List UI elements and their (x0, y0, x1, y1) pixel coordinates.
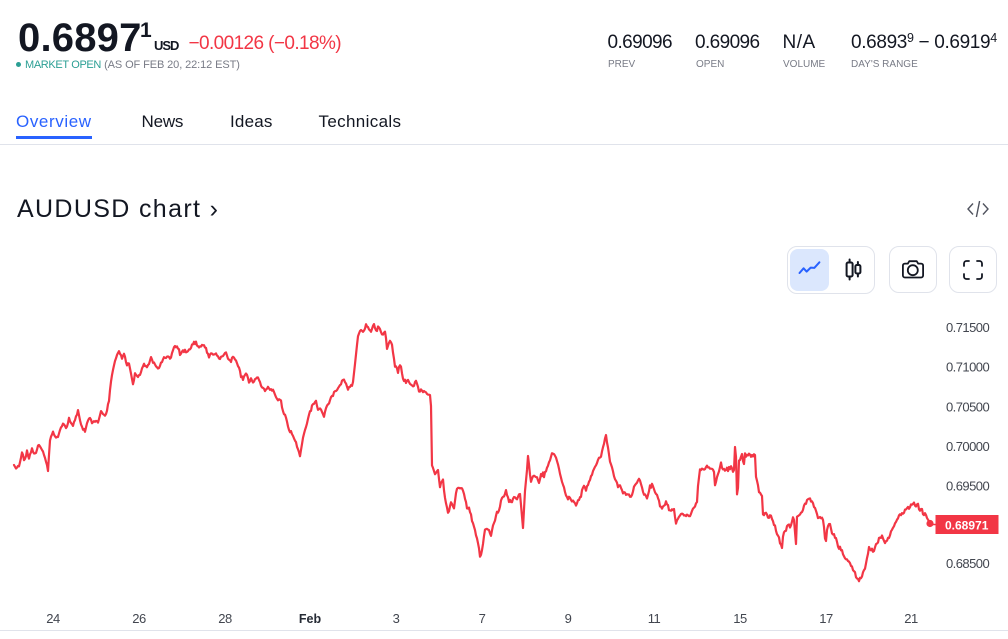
svg-text:0.70000: 0.70000 (946, 439, 989, 454)
svg-text:0.68500: 0.68500 (946, 556, 989, 571)
svg-text:3: 3 (393, 611, 400, 626)
svg-text:26: 26 (132, 611, 146, 626)
svg-text:0.71000: 0.71000 (946, 360, 989, 375)
svg-text:24: 24 (46, 611, 60, 626)
svg-text:0.70500: 0.70500 (946, 399, 989, 414)
svg-text:15: 15 (733, 611, 747, 626)
svg-text:21: 21 (904, 611, 918, 626)
svg-text:17: 17 (819, 611, 833, 626)
svg-text:7: 7 (479, 611, 486, 626)
svg-text:0.68971: 0.68971 (945, 519, 989, 533)
svg-text:11: 11 (648, 611, 661, 626)
svg-text:0.71500: 0.71500 (946, 320, 989, 335)
svg-text:0.69500: 0.69500 (946, 479, 989, 494)
svg-text:9: 9 (565, 611, 572, 626)
svg-text:Feb: Feb (299, 612, 322, 626)
svg-text:28: 28 (218, 611, 232, 626)
